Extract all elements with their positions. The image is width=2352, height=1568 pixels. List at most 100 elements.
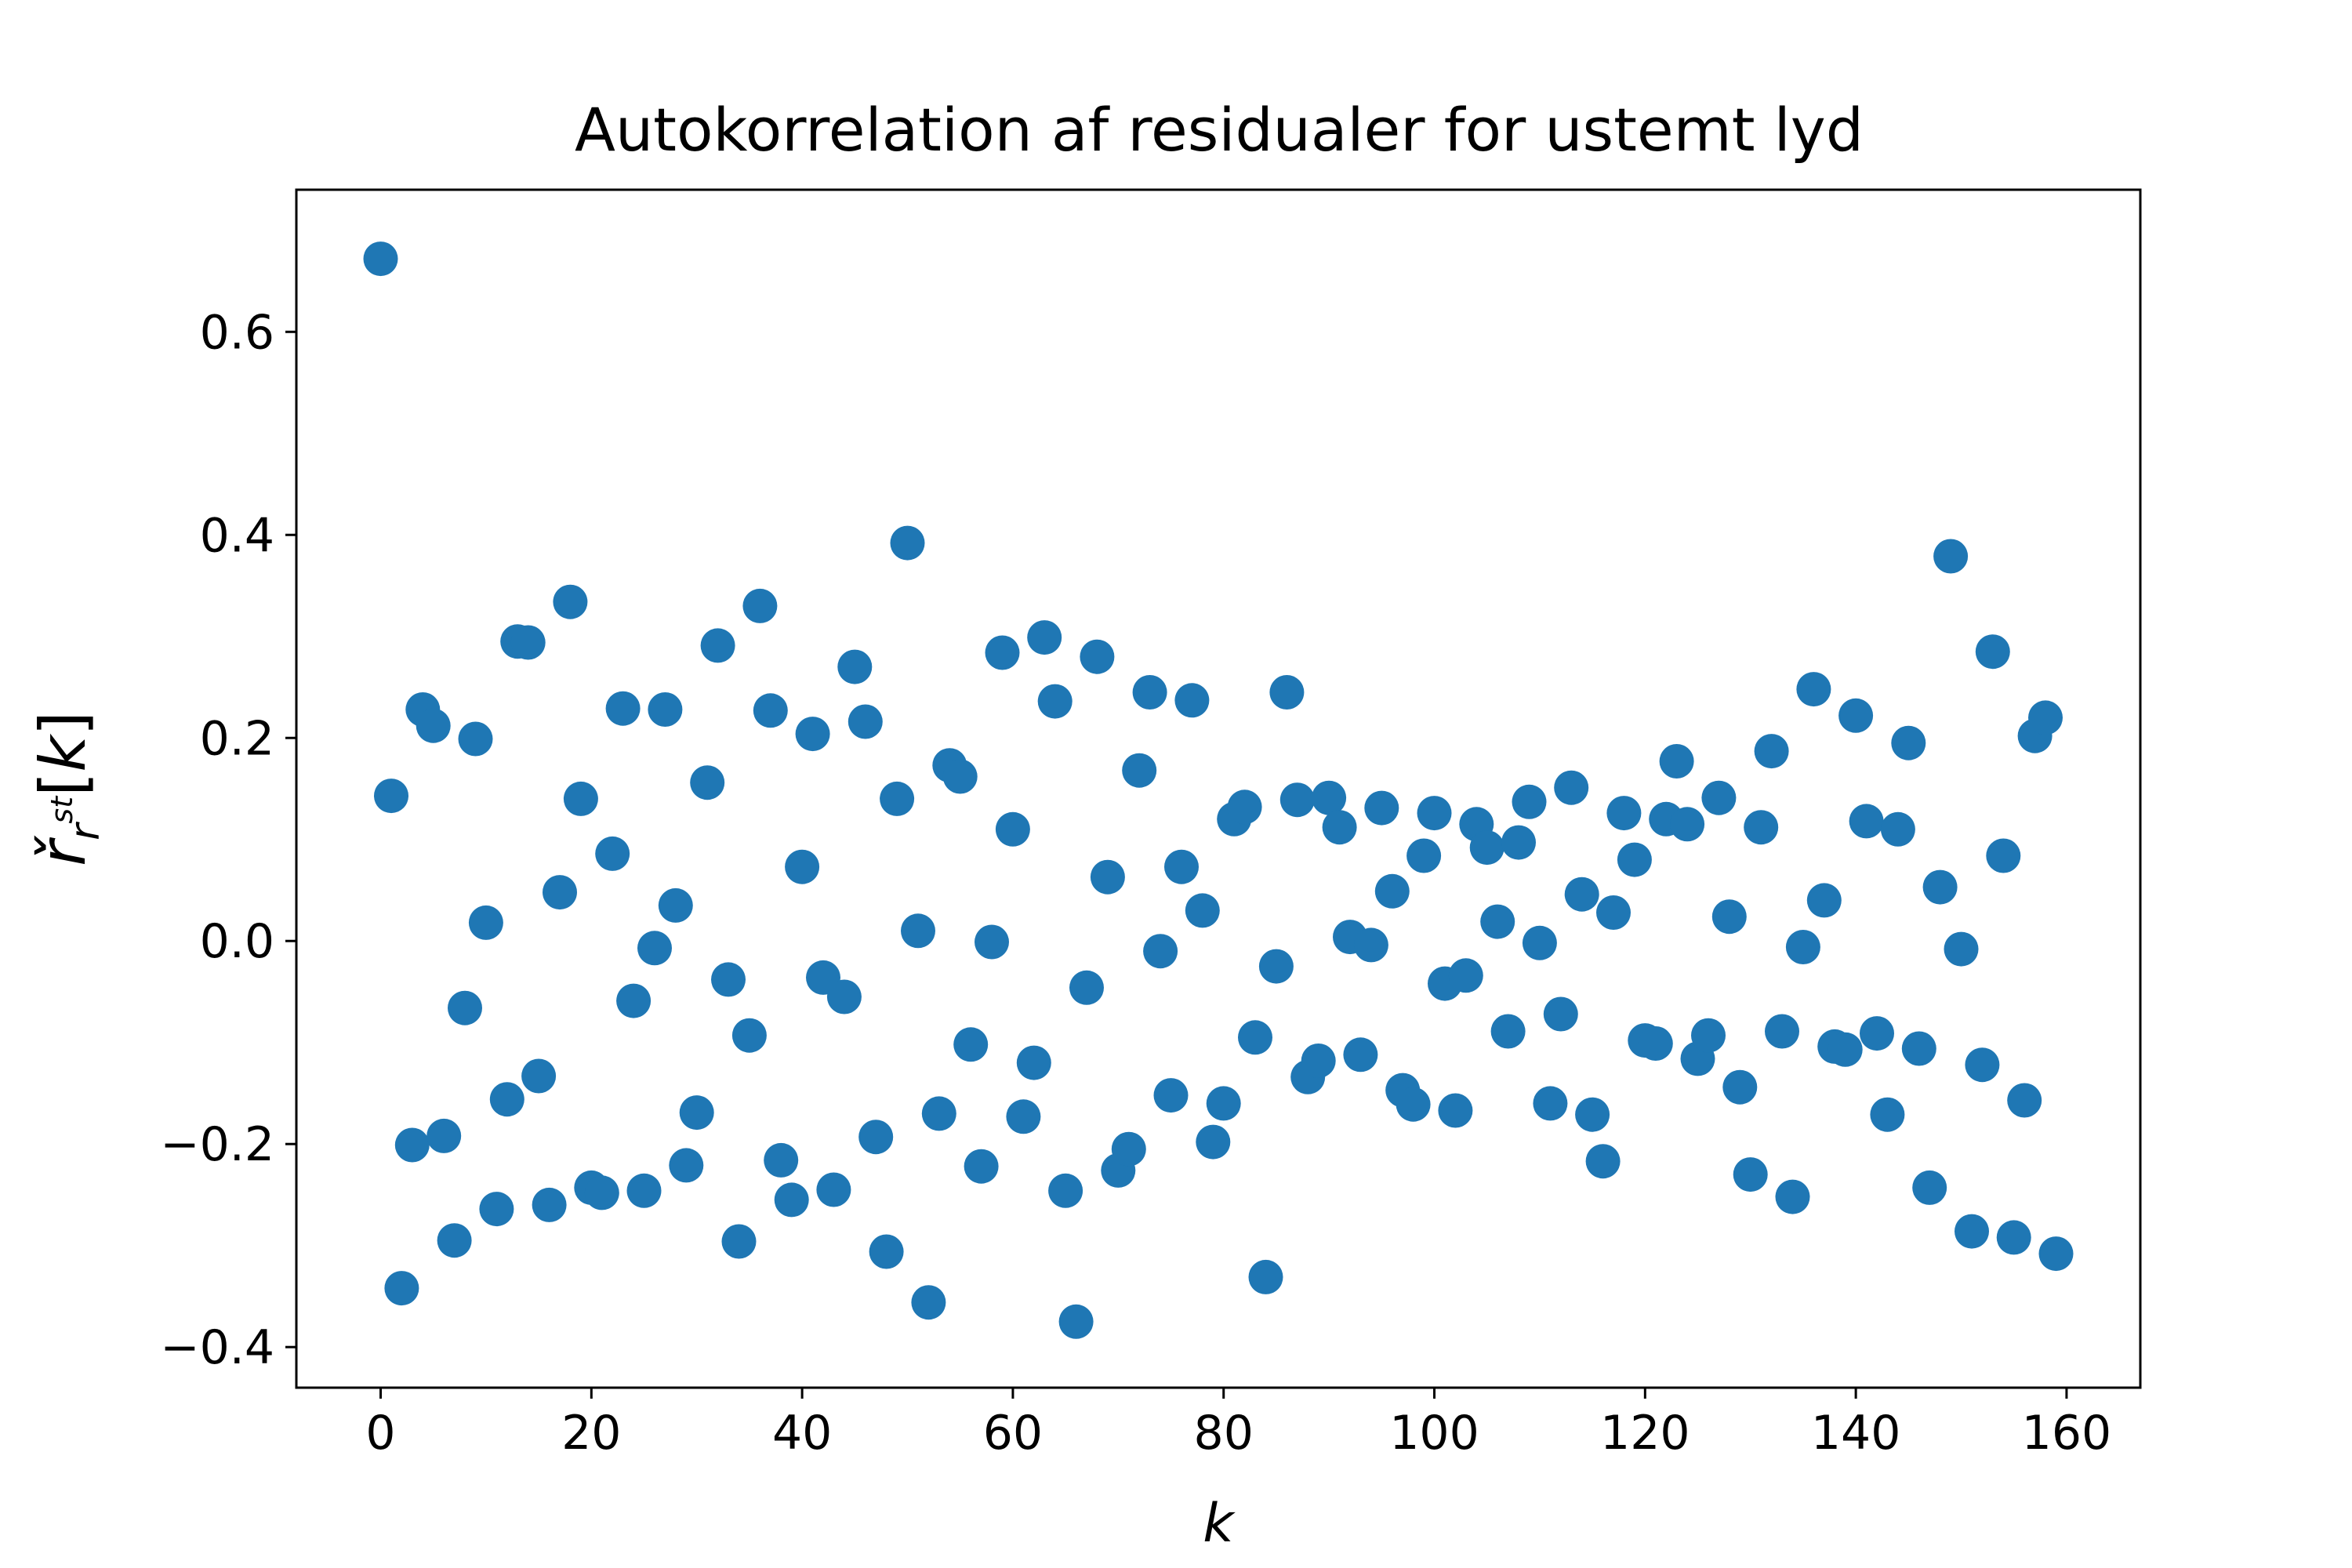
data-point: [1258, 949, 1294, 984]
data-point: [543, 875, 577, 910]
data-point: [563, 781, 598, 816]
data-point: [1711, 899, 1747, 935]
data-point: [1617, 842, 1652, 877]
data-point: [1860, 1016, 1894, 1051]
data-point: [1417, 796, 1452, 831]
y-tick-label: −0.2: [160, 1117, 274, 1172]
data-point: [1490, 1014, 1526, 1049]
data-point: [1585, 1144, 1621, 1179]
x-tick-label: 120: [1600, 1406, 1690, 1461]
x-tick-label: 40: [772, 1406, 832, 1461]
data-point: [1448, 958, 1483, 993]
y-tick-label: 0.6: [200, 305, 274, 360]
data-point: [1132, 675, 1167, 710]
data-point: [521, 1058, 557, 1094]
data-point: [1785, 930, 1820, 964]
data-point: [669, 1148, 704, 1183]
data-point: [1606, 796, 1642, 831]
data-point: [1512, 784, 1547, 819]
data-point: [1206, 1086, 1241, 1121]
data-point: [1944, 931, 1979, 967]
data-point: [774, 1182, 809, 1218]
data-point: [1153, 1078, 1189, 1113]
x-tick-label: 20: [561, 1406, 621, 1461]
chart-title: Autokorrelation af residualer for ustemt…: [575, 95, 1864, 165]
data-point: [384, 1271, 419, 1306]
data-point: [1975, 634, 2010, 670]
data-point: [2028, 700, 2063, 735]
x-tick-label: 160: [2022, 1406, 2112, 1461]
data-point: [1933, 539, 1969, 574]
data-point: [1438, 1093, 1473, 1128]
data-point: [1353, 927, 1388, 963]
data-point: [901, 913, 935, 949]
y-tick-label: −0.4: [160, 1320, 274, 1375]
data-point: [1364, 790, 1399, 826]
data-point: [458, 721, 493, 757]
data-point: [1955, 1214, 1989, 1249]
data-point: [1174, 683, 1210, 718]
data-point: [742, 588, 778, 623]
data-point: [1701, 780, 1737, 815]
data-point: [869, 1234, 904, 1269]
data-point: [1564, 877, 1599, 912]
x-tick-label: 0: [365, 1406, 395, 1461]
data-point: [2038, 1236, 2074, 1272]
data-point: [1269, 675, 1305, 710]
data-point: [374, 779, 408, 814]
data-point: [1469, 830, 1504, 866]
data-point: [1312, 780, 1347, 815]
data-point: [1322, 810, 1357, 845]
data-point: [658, 887, 693, 923]
data-point: [363, 241, 398, 277]
data-points: [363, 241, 2074, 1339]
data-point: [1080, 639, 1115, 674]
data-point: [394, 1127, 430, 1163]
data-point: [1090, 859, 1125, 895]
data-point: [858, 1120, 894, 1155]
data-point: [826, 979, 862, 1014]
data-point: [1691, 1018, 1726, 1053]
y-axis-label: řrst[k]: [27, 711, 109, 866]
data-point: [532, 1187, 567, 1222]
data-point: [1996, 1220, 2031, 1255]
data-point: [1744, 810, 1779, 845]
data-point: [1164, 849, 1199, 884]
data-point: [1396, 1087, 1431, 1122]
data-point: [479, 1192, 514, 1227]
data-point: [648, 692, 683, 727]
data-point: [1501, 825, 1536, 860]
data-point: [468, 905, 503, 940]
data-point: [731, 1018, 767, 1053]
data-point: [1912, 1170, 1947, 1205]
y-axis-ticks: −0.4 −0.2 0.0 0.2 0.4 0.6: [160, 305, 296, 1375]
data-point: [1122, 753, 1157, 788]
data-point: [1733, 1157, 1768, 1192]
plot-frame: [295, 188, 2142, 1389]
data-point: [1754, 734, 1789, 769]
data-point: [1185, 893, 1220, 928]
data-point: [1986, 838, 2021, 873]
data-point: [753, 693, 788, 728]
y-axis-label-index: [: [27, 772, 100, 797]
y-tick-label: 0.2: [200, 711, 274, 766]
data-point: [1965, 1047, 2000, 1083]
data-point: [1575, 1097, 1610, 1132]
data-point: [1533, 1086, 1568, 1121]
data-point: [679, 1095, 714, 1131]
data-point: [448, 990, 482, 1025]
data-point: [1279, 782, 1315, 818]
data-point: [426, 1118, 462, 1153]
data-point: [553, 584, 588, 619]
data-point: [2007, 1083, 2042, 1118]
data-point: [890, 525, 925, 561]
data-point: [584, 1175, 619, 1210]
data-point: [1143, 934, 1178, 969]
data-point: [921, 1096, 956, 1131]
data-point: [880, 781, 915, 816]
data-point: [1670, 807, 1705, 842]
data-point: [1006, 1099, 1041, 1134]
data-point: [764, 1142, 799, 1178]
data-point: [1522, 925, 1557, 960]
